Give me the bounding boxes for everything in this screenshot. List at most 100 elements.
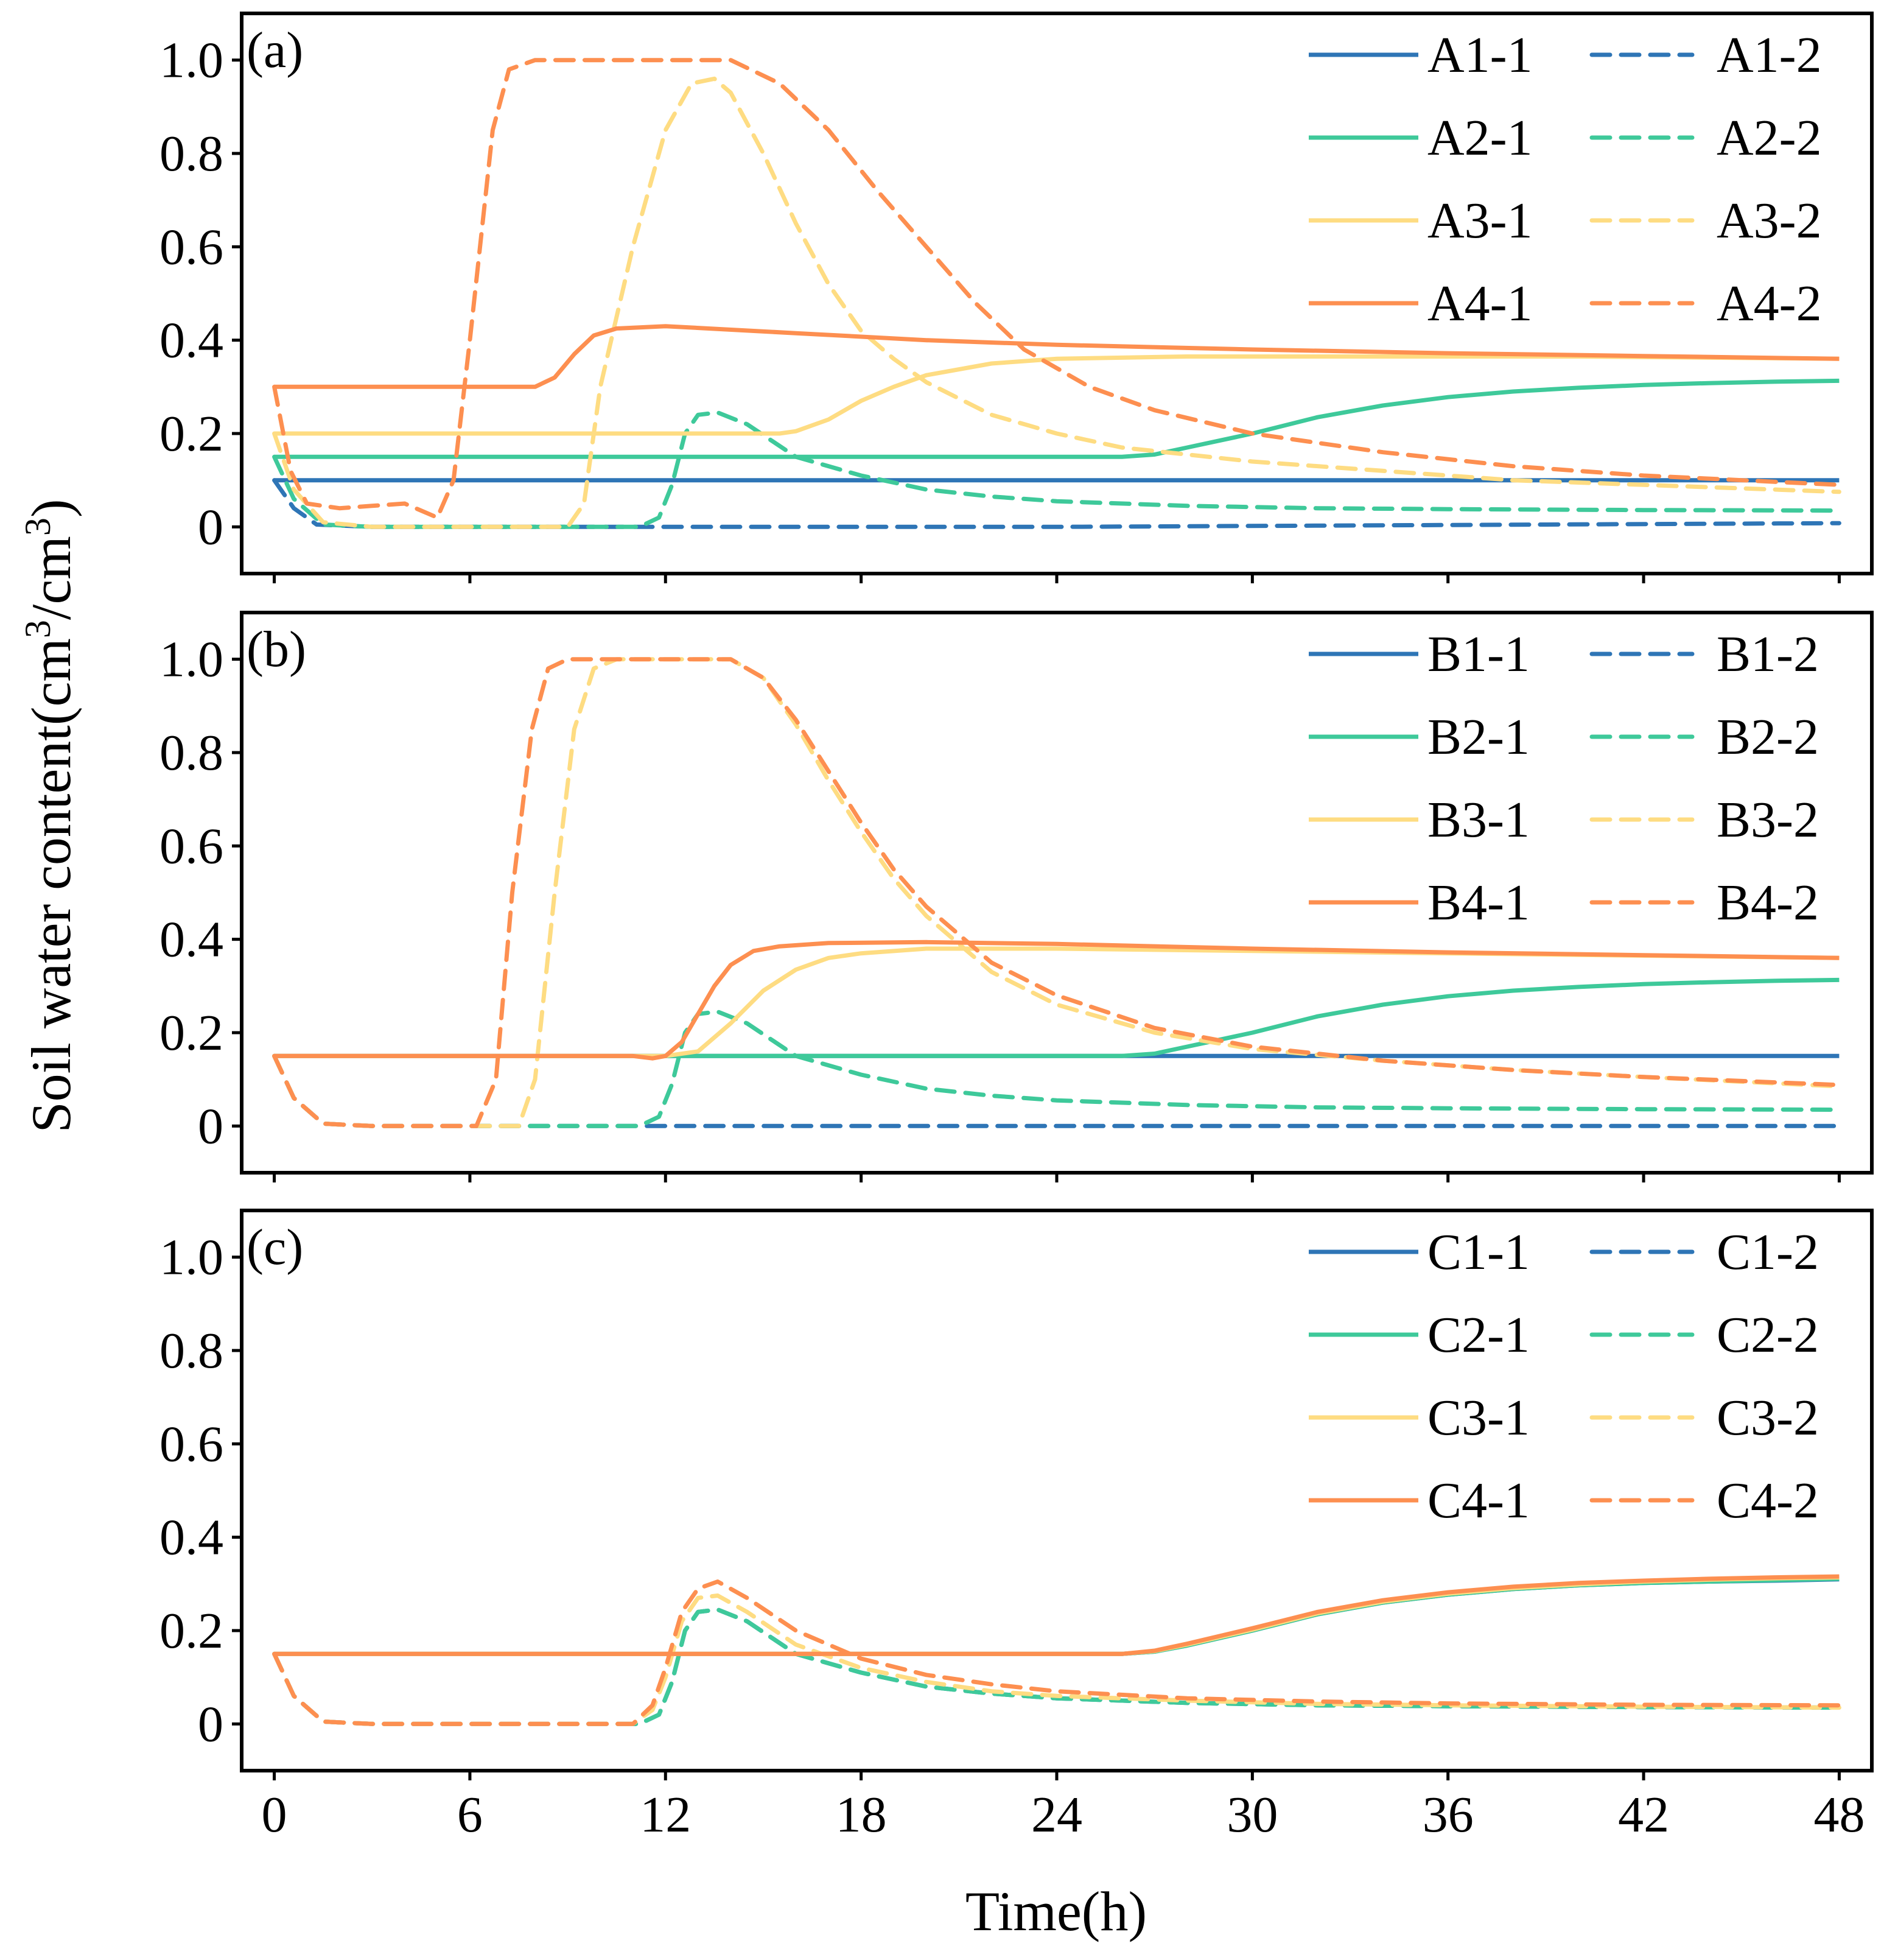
legend-label: B4-1	[1427, 874, 1530, 931]
legend-entry-a3-1: A3-1	[1309, 192, 1533, 249]
legend-entry-b3-2: B3-2	[1589, 792, 1819, 848]
series-lines	[272, 657, 1841, 1128]
y-tick-label: 1.0	[159, 1229, 223, 1286]
y-axis-title-slash: /cm	[20, 536, 82, 620]
y-tick-label: 0.2	[159, 1603, 223, 1659]
legend-entry-c2-2: C2-2	[1589, 1307, 1819, 1363]
x-tick-label: 6	[457, 1786, 483, 1843]
y-tick-label: 0.4	[159, 1509, 223, 1566]
legend-entry-a1-2: A1-2	[1589, 27, 1822, 83]
legend-label: A4-2	[1717, 275, 1822, 332]
legend-label: C2-2	[1717, 1307, 1819, 1363]
y-tick-label: 0	[198, 1696, 223, 1752]
x-tick-label: 0	[262, 1786, 287, 1843]
panel-c: 00.20.40.60.81.00 6 12 18 24 30 36 42 48(c) C1-1 C…	[159, 1209, 1874, 1843]
y-tick-label: 1.0	[159, 631, 223, 688]
legend-entry-a2-1: A2-1	[1309, 110, 1533, 166]
legend-entry-c2-1: C2-1	[1309, 1307, 1530, 1363]
legend-label: B1-1	[1427, 626, 1530, 683]
series-line-a3-2	[272, 76, 1841, 529]
y-axis-title-sup-2: 3	[18, 518, 58, 536]
y-tick-label: 0.8	[159, 125, 223, 182]
legend-entry-a3-2: A3-2	[1589, 192, 1822, 249]
series-line-b3-2	[272, 657, 1841, 1128]
legend-label: C1-2	[1717, 1224, 1819, 1280]
legend-entry-b3-1: B3-1	[1309, 792, 1530, 848]
y-tick-label: 0.8	[159, 725, 223, 781]
legend: B1-1 B1-2 B2-1 B2-2 B3-1 B3-2 B4-1 B4-2	[1309, 626, 1819, 931]
panel-label: (b)	[247, 621, 306, 678]
x-tick-label: 30	[1227, 1786, 1278, 1843]
series-line-a2-1	[274, 378, 1840, 459]
legend-entry-a2-2: A2-2	[1589, 110, 1822, 166]
series-line-a4-1	[274, 324, 1840, 389]
legend-entry-b1-2: B1-2	[1589, 626, 1819, 683]
y-tick-label: 0	[198, 499, 223, 555]
series-line-a4-2	[272, 58, 1841, 520]
legend-label: C3-1	[1427, 1389, 1530, 1446]
legend-entry-c1-1: C1-1	[1309, 1224, 1530, 1280]
panel-label: (a)	[247, 22, 303, 79]
legend-entry-b4-1: B4-1	[1309, 874, 1530, 931]
x-tick-label: 24	[1031, 1786, 1082, 1843]
y-tick-label: 0.2	[159, 406, 223, 462]
legend-entry-b2-1: B2-1	[1309, 709, 1530, 765]
legend-label: A1-1	[1427, 27, 1533, 83]
y-tick-label: 0.8	[159, 1322, 223, 1379]
legend-entry-b1-1: B1-1	[1309, 626, 1530, 683]
legend-label: B4-2	[1717, 874, 1819, 931]
legend-label: A1-2	[1717, 27, 1822, 83]
legend-entry-a4-1: A4-1	[1309, 275, 1533, 332]
legend-label: A3-1	[1427, 192, 1533, 249]
legend-label: C2-1	[1427, 1307, 1530, 1363]
legend-entry-b4-2: B4-2	[1589, 874, 1819, 931]
legend-entry-c3-1: C3-1	[1309, 1389, 1530, 1446]
y-axis-title-unit-open: (cm	[20, 638, 82, 725]
legend-entry-a4-2: A4-2	[1589, 275, 1822, 332]
x-axis-title: Time(h)	[965, 1880, 1147, 1942]
legend-label: C3-2	[1717, 1389, 1819, 1446]
chart-panels: 0 0.2 0.4 0.6 0.8 1.0 (a) A1-1 A1-2 A2-1 A2-2 A3-1 A…	[159, 12, 1874, 1843]
series-line-c4-2	[272, 1579, 1841, 1726]
series-line-a3-1	[274, 354, 1840, 436]
series-lines	[272, 58, 1841, 529]
legend-label: A2-1	[1427, 110, 1533, 166]
legend-label: A2-2	[1717, 110, 1822, 166]
series-lines	[272, 1574, 1841, 1726]
y-axis-title-unit-close: )	[20, 499, 82, 518]
legend-label: C4-2	[1717, 1472, 1819, 1529]
x-tick-label: 36	[1423, 1786, 1474, 1843]
legend-label: C4-1	[1427, 1472, 1530, 1529]
y-tick-label: 0.4	[159, 912, 223, 968]
legend-label: A4-1	[1427, 275, 1533, 332]
legend-label: B2-2	[1717, 709, 1819, 765]
x-tick-label: 18	[836, 1786, 887, 1843]
panel-label: (c)	[247, 1219, 303, 1276]
x-tick-label: 12	[640, 1786, 691, 1843]
y-tick-label: 0.2	[159, 1005, 223, 1061]
y-tick-label: 1.0	[159, 32, 223, 89]
legend-entry-b2-2: B2-2	[1589, 709, 1819, 765]
legend-label: A3-2	[1717, 192, 1822, 249]
y-tick-label: 0	[198, 1098, 223, 1154]
x-tick-label: 42	[1618, 1786, 1669, 1843]
series-line-b4-1	[274, 940, 1840, 1061]
series-line-c4-1	[274, 1574, 1840, 1656]
legend-entry-c3-2: C3-2	[1589, 1389, 1819, 1446]
legend: C1-1 C1-2 C2-1 C2-2 C3-1 C3-2 C4-1 C4-2	[1309, 1224, 1819, 1529]
legend-entry-c4-2: C4-2	[1589, 1472, 1819, 1529]
y-tick-label: 0.6	[159, 1416, 223, 1472]
y-tick-label: 0.6	[159, 818, 223, 874]
legend-entry-a1-1: A1-1	[1309, 27, 1533, 83]
y-axis-title-main: Soil water content	[20, 725, 82, 1133]
y-tick-label: 0.6	[159, 219, 223, 275]
panel-a: 00.20.40.60.81.0 (a) A1-1 A1-2A2-1 A2-2A3-1 A…	[159, 12, 1874, 583]
series-line-b2-1	[274, 977, 1840, 1058]
legend-label: B2-1	[1427, 709, 1530, 765]
series-line-b4-2	[272, 657, 1841, 1128]
legend-entry-c4-1: C4-1	[1309, 1472, 1530, 1529]
y-axis-title: Soil water content(cm3/cm3)	[18, 499, 82, 1133]
legend-label: C1-1	[1427, 1224, 1530, 1280]
legend-label: B3-1	[1427, 792, 1530, 848]
